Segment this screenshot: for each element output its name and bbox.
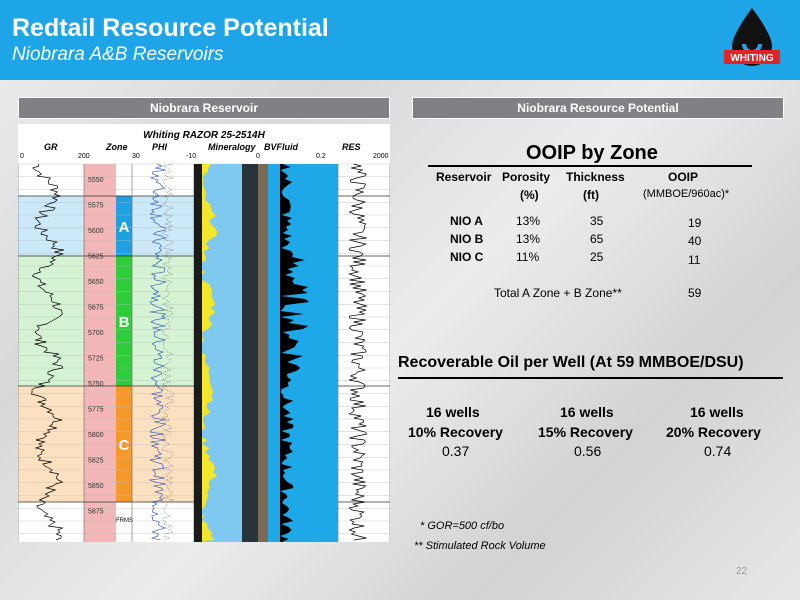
track-label-mineralogy: Mineralogy	[208, 142, 256, 152]
phi-curve	[148, 163, 167, 541]
scale-label: -10	[186, 153, 197, 160]
ooip-header-ooip: OOIP	[668, 170, 699, 184]
bvfluid-matrix	[258, 164, 268, 542]
ooip-row-value: 40	[688, 234, 702, 248]
mineralogy-dark	[194, 164, 202, 542]
ooip-row-value: 19	[688, 216, 702, 230]
depth-label: 5550	[88, 177, 104, 184]
zone-label: C	[119, 437, 130, 454]
depth-label: 5575	[88, 203, 104, 210]
well-log-panel: Whiting RAZOR 25-2514H GR Zone PHI Miner…	[18, 124, 390, 542]
ooip-row-thickness: 25	[590, 250, 604, 264]
phi-curve	[161, 163, 175, 541]
recoverable-wells: 16 wells	[426, 404, 480, 420]
depth-label: 5600	[88, 228, 104, 235]
recoverable-title-underline	[398, 377, 783, 379]
ooip-row-reservoir: NIO A	[450, 214, 483, 228]
depth-label: 5775	[88, 407, 104, 414]
ooip-row-reservoir: NIO B	[450, 232, 484, 246]
right-section-bar: Niobrara Resource Potential	[412, 97, 784, 119]
recoverable-value: 0.56	[574, 443, 602, 459]
recoverable-wells: 16 wells	[560, 404, 614, 420]
depth-label: 5700	[88, 330, 104, 337]
bvfluid-base	[258, 164, 338, 542]
bvfluid-oil	[280, 164, 310, 542]
zone-column	[116, 386, 132, 502]
footnote-srv: ** Stimulated Rock Volume	[414, 540, 546, 552]
depth-label: 5725	[88, 356, 104, 363]
ooip-row-value: 11	[688, 253, 701, 267]
slide-subtitle: Niobrara A&B Reservoirs	[12, 44, 224, 65]
track-label-res: RES	[342, 142, 361, 152]
zone-label: A	[119, 219, 130, 236]
zone-column	[116, 256, 132, 386]
scale-label: 200	[78, 153, 90, 160]
whiting-logo: WHITING	[722, 6, 782, 76]
header-banner: Redtail Resource Potential Niobrara A&B …	[0, 0, 800, 80]
ooip-row-thickness: 35	[590, 214, 604, 228]
depth-label: 5750	[88, 381, 104, 388]
zone-strip	[84, 164, 116, 542]
zone-column	[116, 196, 132, 256]
depth-label: 5650	[88, 279, 104, 286]
ooip-header-reservoir: Reservoir	[436, 170, 492, 184]
track-label-phi: PHI	[152, 142, 168, 152]
depth-label: 5850	[88, 483, 104, 490]
ooip-row-porosity: 13%	[516, 232, 541, 246]
scale-label: 30	[132, 153, 140, 160]
ooip-title-underline	[428, 165, 752, 167]
depth-label: 5825	[88, 458, 104, 465]
ooip-total-value: 59	[688, 286, 702, 300]
scale-label: 0	[256, 153, 260, 160]
ooip-row-thickness: 65	[590, 232, 604, 246]
recoverable-value: 0.37	[442, 443, 470, 459]
ooip-unit-thickness: (ft)	[583, 188, 599, 202]
recoverable-wells: 16 wells	[690, 404, 744, 420]
footnote-gor: * GOR=500 cf/bo	[420, 520, 505, 532]
ooip-title: OOIP by Zone	[526, 142, 658, 164]
log-title: Whiting RAZOR 25-2514H	[143, 130, 265, 141]
track-label-gr: GR	[44, 142, 58, 152]
left-section-bar: Niobrara Reservoir	[18, 97, 390, 119]
depth-label: 5675	[88, 305, 104, 312]
res-curve	[347, 163, 368, 541]
slide-title: Redtail Resource Potential	[12, 14, 329, 42]
recoverable-recovery: 15% Recovery	[538, 424, 633, 440]
scale-label: 2000	[373, 153, 389, 160]
ooip-header-porosity: Porosity	[502, 170, 551, 184]
ooip-row-porosity: 11%	[516, 250, 540, 264]
page-number: 22	[736, 566, 748, 577]
recoverable-recovery: 20% Recovery	[666, 424, 761, 440]
track-label-bvfluid: BVFluid	[264, 142, 298, 152]
logo-text: WHITING	[730, 53, 774, 64]
recoverable-recovery: 10% Recovery	[408, 424, 503, 440]
depth-label: 5875	[88, 509, 104, 516]
scale-label: 0	[20, 153, 24, 160]
depth-label: 5625	[88, 254, 104, 261]
gr-curve	[30, 163, 65, 541]
ooip-unit-ooip: (MMBOE/960ac)*	[643, 188, 730, 200]
scale-label: 0.2	[316, 153, 326, 160]
ooip-row-reservoir: NIO C	[450, 250, 484, 264]
track-label-zone: Zone	[106, 142, 128, 152]
recoverable-title: Recoverable Oil per Well (At 59 MMBOE/DS…	[398, 354, 744, 371]
ooip-total-label: Total A Zone + B Zone**	[494, 286, 622, 300]
depth-label: 5800	[88, 432, 104, 439]
zone-label: B	[119, 314, 130, 331]
mineralogy-dark	[242, 164, 258, 542]
ooip-header-thickness: Thickness	[566, 170, 625, 184]
well-log-chart: A B C 5550 5575 5600 5625 5650 5675 5700 5725 5750 5…	[18, 163, 390, 542]
ooip-row-porosity: 13%	[516, 214, 541, 228]
ooip-unit-porosity: (%)	[520, 188, 539, 202]
recoverable-value: 0.74	[704, 443, 732, 459]
